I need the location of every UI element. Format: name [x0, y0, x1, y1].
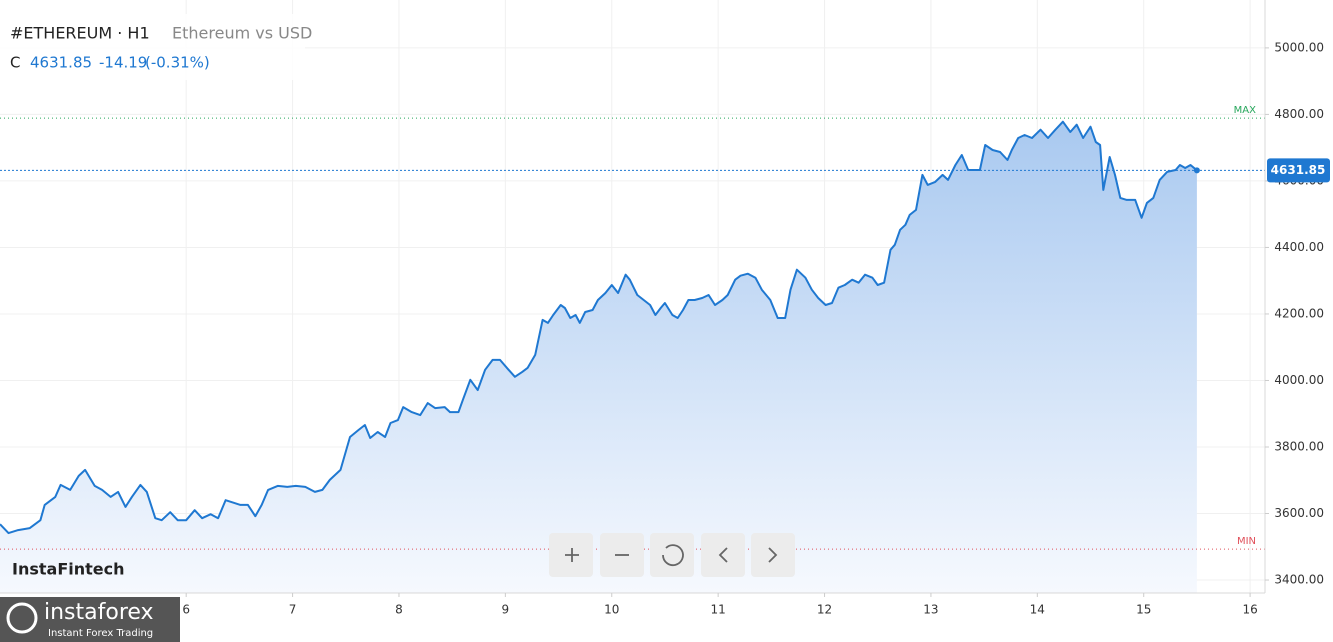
reset-button[interactable] [650, 533, 694, 577]
x-tick-label: 15 [1136, 603, 1151, 617]
y-tick-label: 5000.00 [1274, 40, 1324, 54]
x-tick-label: 6 [182, 603, 190, 617]
x-tick-label: 12 [817, 603, 832, 617]
right-icon [768, 547, 778, 563]
y-tick-label: 3800.00 [1274, 439, 1324, 453]
change-percent: (-0.31%) [145, 54, 210, 72]
last-point [1193, 167, 1200, 174]
area [0, 121, 1197, 593]
y-tick-label: 3400.00 [1274, 573, 1324, 587]
price-tag-label: 4631.85 [1271, 163, 1326, 177]
price-tag [1267, 158, 1330, 183]
reset-icon [662, 544, 684, 567]
x-tick-label: 16 [1242, 603, 1257, 617]
description: Ethereum vs USD [172, 24, 312, 43]
price-line [0, 120, 1198, 535]
brand: InstaFintech [12, 560, 125, 579]
x-tick-label: 11 [711, 603, 726, 617]
axes: 3400.00 3600.00 3800.00 4000.00 4200.00 4400.… [182, 40, 1330, 617]
symbol: #ETHEREUM · H1 [10, 24, 150, 43]
x-tick-label: 8 [395, 603, 403, 617]
y-tick-label: 4200.00 [1274, 306, 1324, 320]
scroll-left-button[interactable] [701, 533, 745, 577]
x-tick-label: 10 [604, 603, 619, 617]
close-value: 4631.85 [30, 54, 92, 72]
logo-icon [6, 602, 38, 634]
left-icon [718, 547, 728, 563]
x-tick-label: 14 [1030, 603, 1045, 617]
min-line-label: MIN [1237, 536, 1256, 547]
zoom-controls [549, 533, 795, 577]
plus-icon [565, 548, 579, 562]
logo-name: instaforex [44, 600, 154, 625]
x-tick-label: 13 [923, 603, 938, 617]
logo-bg [0, 597, 180, 642]
max-line-label: MAX [1234, 105, 1256, 116]
y-tick-label: 4000.00 [1274, 373, 1324, 387]
scroll-right-button[interactable] [751, 533, 795, 577]
x-tick-label: 9 [502, 603, 510, 617]
plot: MAX MIN [0, 105, 1265, 593]
close-prefix: C [10, 54, 20, 72]
header-bg [0, 14, 305, 80]
y-tick-label: 4800.00 [1274, 107, 1324, 121]
logo-tagline: Instant Forex Trading [48, 628, 153, 639]
y-tick-label: 4400.00 [1274, 240, 1324, 254]
change: -14.19 [99, 54, 147, 72]
x-tick-label: 7 [289, 603, 297, 617]
y-tick-label: 3600.00 [1274, 506, 1324, 520]
